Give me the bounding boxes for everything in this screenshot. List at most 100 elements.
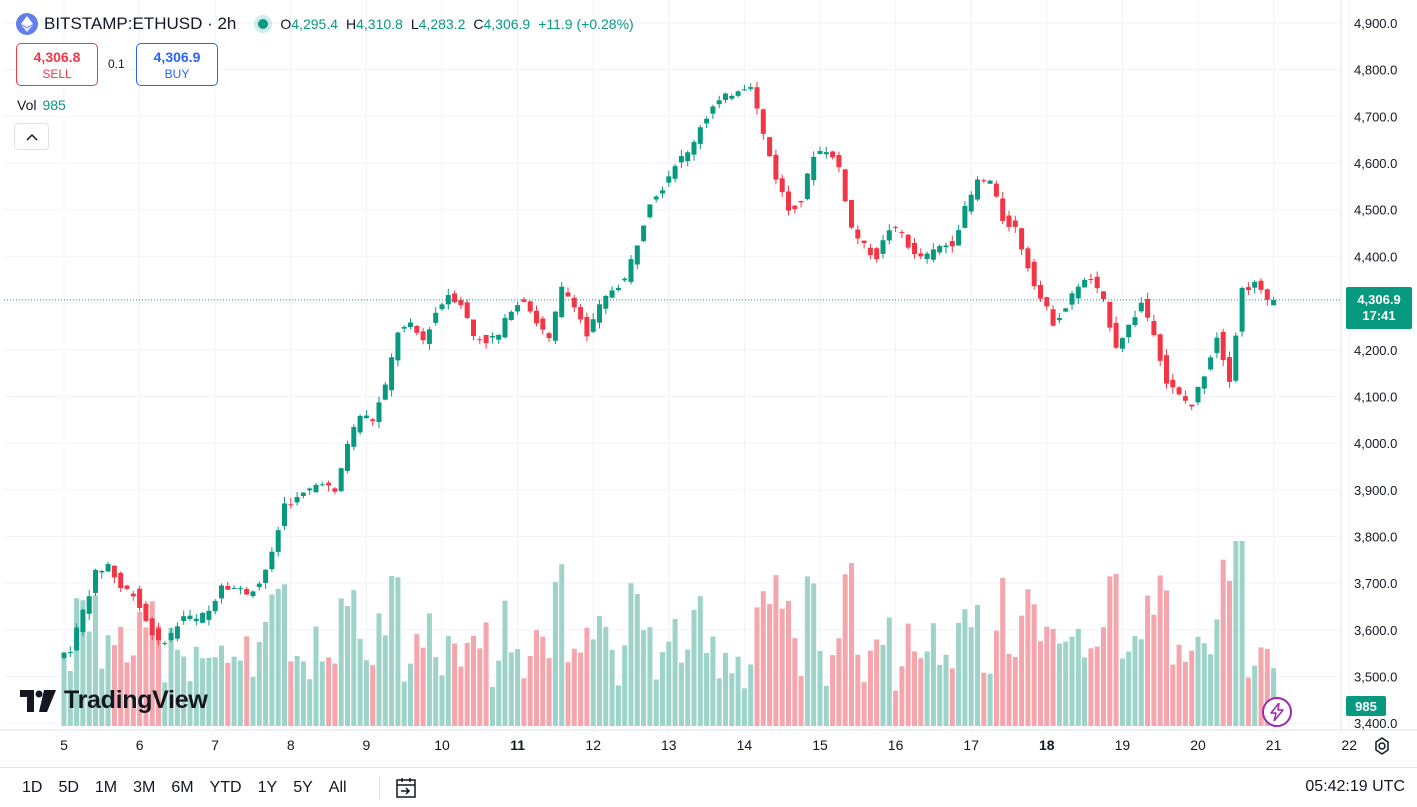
volume-bar: [118, 626, 124, 726]
price-tick-label: 4,200.0: [1354, 343, 1397, 358]
candle-body: [1214, 337, 1220, 353]
volume-bar: [956, 622, 962, 726]
time-tick-label: 17: [963, 737, 979, 753]
volume-bar: [779, 608, 785, 726]
order-quantity[interactable]: 0.1: [108, 57, 125, 71]
time-tick-label: 14: [737, 737, 753, 753]
candle-body: [754, 87, 760, 109]
range-1y[interactable]: 1Y: [250, 779, 286, 797]
candle-body: [1025, 248, 1031, 269]
range-ytd[interactable]: YTD: [202, 779, 250, 797]
range-5y[interactable]: 5Y: [285, 779, 321, 797]
volume-bar: [269, 594, 275, 726]
time-axis: 5 6 7 8 9 10 11 12 13 14 15 16 17 18 19 20 21 22: [0, 729, 1417, 753]
volume-bar: [653, 679, 659, 726]
candle-body: [174, 626, 180, 639]
volume-bar: [401, 681, 407, 726]
candle-body: [956, 230, 962, 246]
volume-bar: [345, 606, 350, 726]
candle-body: [993, 183, 999, 197]
volume-bar: [464, 642, 470, 726]
volume-bar: [823, 685, 829, 726]
volume-bar: [849, 563, 854, 726]
candle-body: [1138, 302, 1144, 312]
candle-body: [786, 191, 791, 211]
candle-body: [1050, 309, 1056, 326]
volume-bar: [300, 661, 306, 726]
volume-bar: [937, 664, 943, 726]
buy-button[interactable]: 4,306.9 BUY: [136, 43, 218, 86]
time-tick-label: 22: [1341, 737, 1357, 753]
volume-bar: [275, 588, 281, 726]
candle-body: [1233, 335, 1239, 381]
volume-bar: [975, 604, 980, 726]
volume-bar: [628, 583, 634, 726]
volume-bar: [912, 651, 917, 726]
candle-body: [433, 312, 439, 323]
range-1m[interactable]: 1M: [87, 779, 125, 797]
volume-bar: [376, 613, 382, 726]
volume-bar: [187, 681, 193, 726]
candle-body: [515, 305, 521, 312]
range-1d[interactable]: 1D: [14, 779, 50, 797]
utc-clock[interactable]: 05:42:19 UTC: [1305, 778, 1405, 795]
candle-body: [420, 331, 426, 341]
price-chart[interactable]: 4,900.0 4,800.0 4,700.0 4,600.0 4,500.0 4,400…: [0, 0, 1417, 767]
collapse-legend-button[interactable]: [14, 123, 49, 150]
volume-bar: [552, 581, 558, 726]
candle-body: [603, 295, 609, 309]
range-5d[interactable]: 5D: [50, 779, 86, 797]
volume-bar: [855, 654, 861, 726]
gear-icon[interactable]: [1372, 736, 1392, 756]
volume-bar: [313, 626, 319, 726]
symbol-title[interactable]: BITSTAMP:ETHUSD · 2h: [44, 14, 237, 33]
candle-body: [672, 166, 678, 179]
volume-bar: [80, 600, 86, 726]
volume-bar: [754, 607, 760, 726]
brand-name: TradingView: [64, 686, 208, 714]
candle-body: [426, 329, 432, 344]
volume-bar: [156, 626, 161, 726]
candle-body: [1145, 298, 1151, 318]
candle-body: [1006, 215, 1012, 227]
candles: [61, 81, 1277, 660]
calendar-goto-icon[interactable]: [378, 775, 418, 800]
bolt-icon[interactable]: [1262, 697, 1292, 727]
volume-bar: [1189, 650, 1195, 726]
volume-bar: [1050, 628, 1056, 726]
candle-body: [678, 156, 684, 163]
volume-bar: [105, 635, 111, 726]
volume-bar: [993, 630, 999, 726]
candle-body: [697, 127, 703, 144]
volume-bar: [741, 688, 747, 726]
tradingview-logo[interactable]: TradingView: [20, 686, 208, 715]
volume-bar: [1157, 575, 1163, 726]
candle-body: [275, 530, 281, 552]
candle-body: [187, 615, 193, 619]
candle-body: [237, 588, 243, 590]
volume-bar: [99, 668, 105, 726]
time-range-group: 1D 5D 1M 3M 6M YTD 1Y 5Y All: [14, 779, 355, 797]
candle-body: [760, 109, 766, 134]
low-value: 4,283.2: [418, 16, 466, 32]
price-tick-label: 4,100.0: [1354, 389, 1397, 404]
volume-bar: [263, 621, 269, 726]
candle-body: [1075, 286, 1081, 299]
time-tick-label: 20: [1190, 737, 1206, 753]
time-tick-label: 9: [363, 737, 371, 753]
candle-body: [471, 319, 476, 337]
time-tick-label: 10: [434, 737, 450, 753]
sell-button[interactable]: 4,306.8 SELL: [16, 43, 98, 86]
close-label: C: [473, 16, 484, 32]
volume-bar: [578, 652, 584, 726]
candle-body: [930, 249, 936, 260]
range-all[interactable]: All: [321, 779, 355, 797]
candle-body: [143, 603, 149, 621]
volume-bar: [174, 649, 180, 726]
candle-body: [924, 253, 930, 260]
candle-body: [1044, 297, 1050, 307]
volume-bar: [534, 630, 539, 726]
volume-bar: [704, 652, 710, 726]
range-6m[interactable]: 6M: [163, 779, 201, 797]
range-3m[interactable]: 3M: [125, 779, 163, 797]
